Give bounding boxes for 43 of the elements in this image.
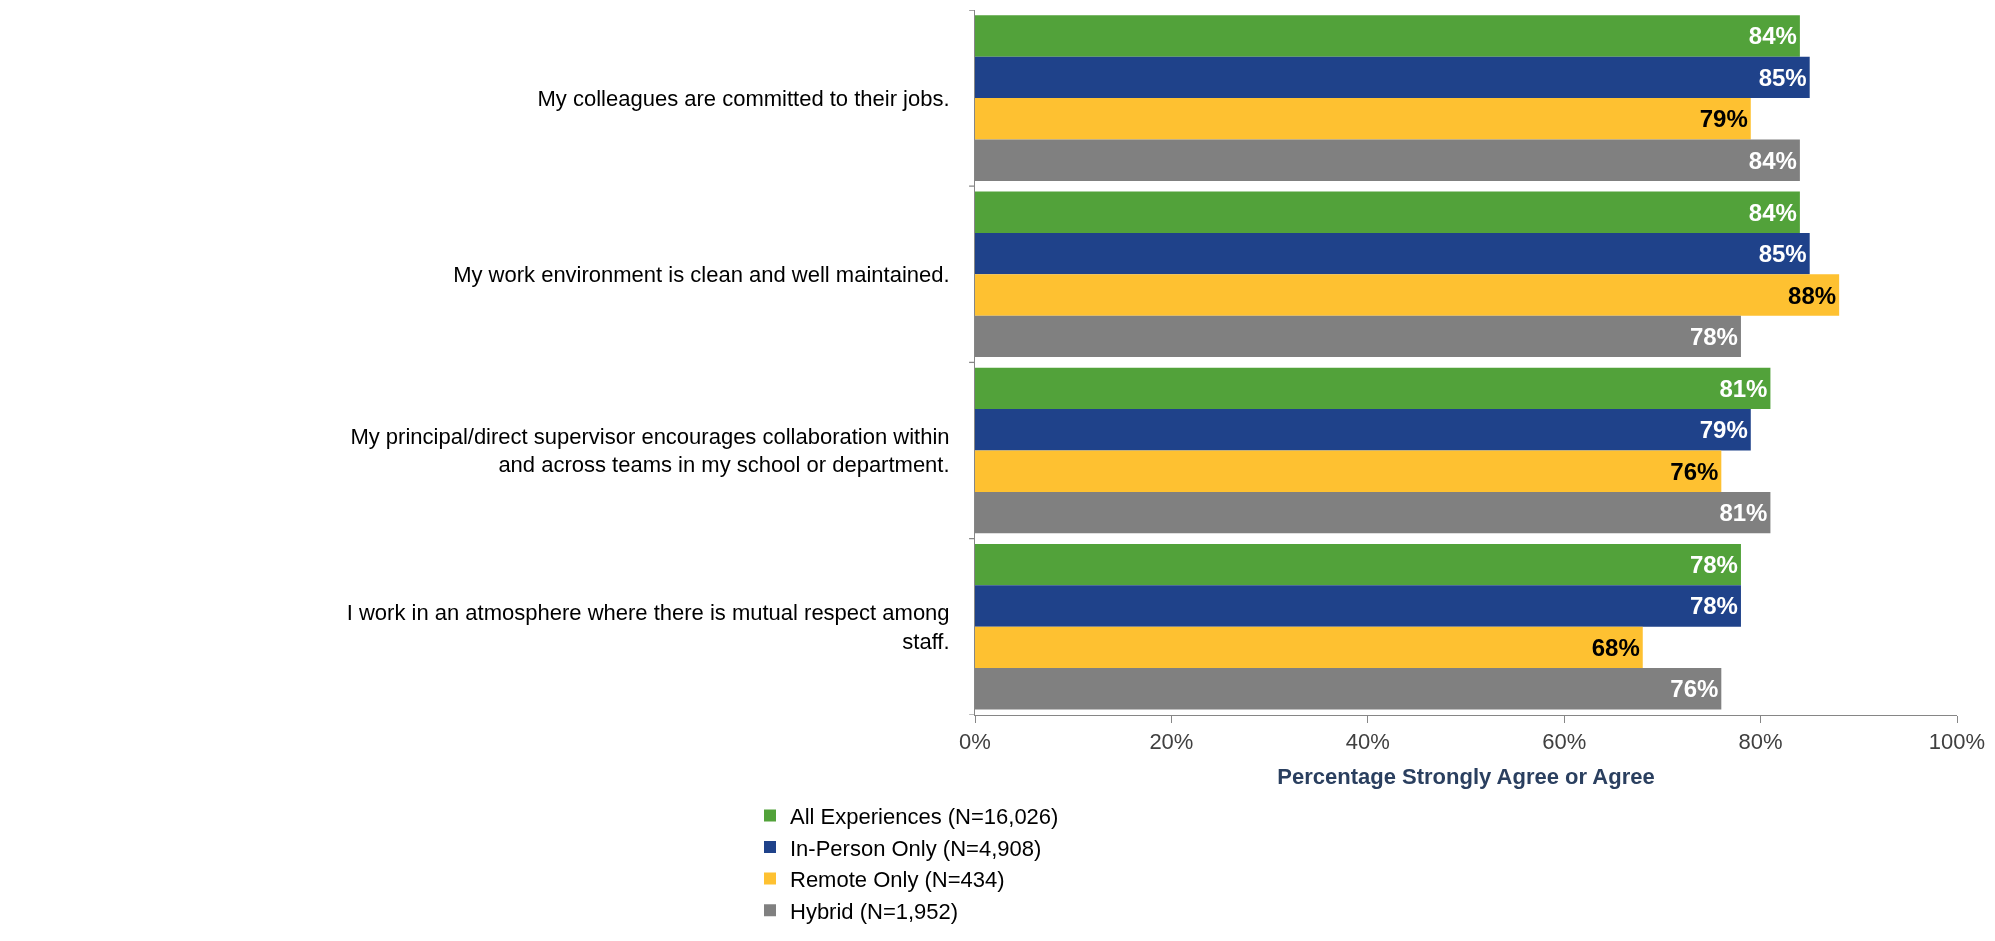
y-tick-label: I work in an atmosphere where there is mutual respect among staff. [346, 600, 950, 654]
bar [975, 191, 1800, 233]
data-label: 79% [1699, 105, 1748, 133]
data-label: 88% [1788, 281, 1837, 309]
x-tick-label: 80% [1738, 729, 1783, 755]
bar [975, 232, 1810, 275]
x-tick-label: 40% [1345, 729, 1390, 755]
y-tick-label: My work environment is clean and well maintained. [453, 262, 950, 287]
data-label: 84% [1748, 22, 1797, 50]
data-label: 76% [1670, 457, 1719, 485]
data-label: 81% [1719, 499, 1768, 527]
data-label: 85% [1758, 240, 1807, 268]
bar [975, 450, 1722, 492]
bar [975, 626, 1643, 669]
data-label: 78% [1689, 551, 1738, 579]
data-label: 76% [1670, 675, 1719, 703]
bar [975, 98, 1751, 140]
bar [975, 585, 1741, 627]
bar [975, 56, 1810, 99]
data-label: 78% [1689, 592, 1738, 620]
data-label: 68% [1591, 633, 1640, 661]
legend-label: Remote Only (N=434) [790, 867, 1005, 893]
y-tick-label: My colleagues are committed to their jobs. [537, 85, 950, 111]
bar [975, 15, 1800, 57]
data-label: 84% [1748, 146, 1797, 174]
legend-label: In-Person Only (N=4,908) [790, 835, 1042, 861]
bar [975, 274, 1840, 316]
data-label: 78% [1689, 322, 1738, 350]
bar [975, 409, 1751, 451]
legend-label: All Experiences (N=16,026) [790, 803, 1059, 829]
data-label: 84% [1748, 198, 1797, 226]
bar [975, 367, 1771, 410]
x-tick-label: 20% [1149, 729, 1194, 755]
data-label: 85% [1758, 63, 1807, 91]
x-tick-label: 0% [959, 729, 991, 755]
x-tick-label: 60% [1542, 729, 1587, 755]
data-label: 79% [1699, 416, 1748, 444]
data-label: 81% [1719, 374, 1768, 402]
x-axis-title: Percentage Strongly Agree or Agree [1277, 764, 1655, 790]
x-tick-label: 100% [1928, 729, 1986, 755]
legend-label: Hybrid (N=1,952) [790, 898, 959, 924]
y-tick-label: My principal/direct supervisor encourages collaboration within and across teams in my school or department. [350, 423, 950, 478]
bar [975, 543, 1741, 586]
